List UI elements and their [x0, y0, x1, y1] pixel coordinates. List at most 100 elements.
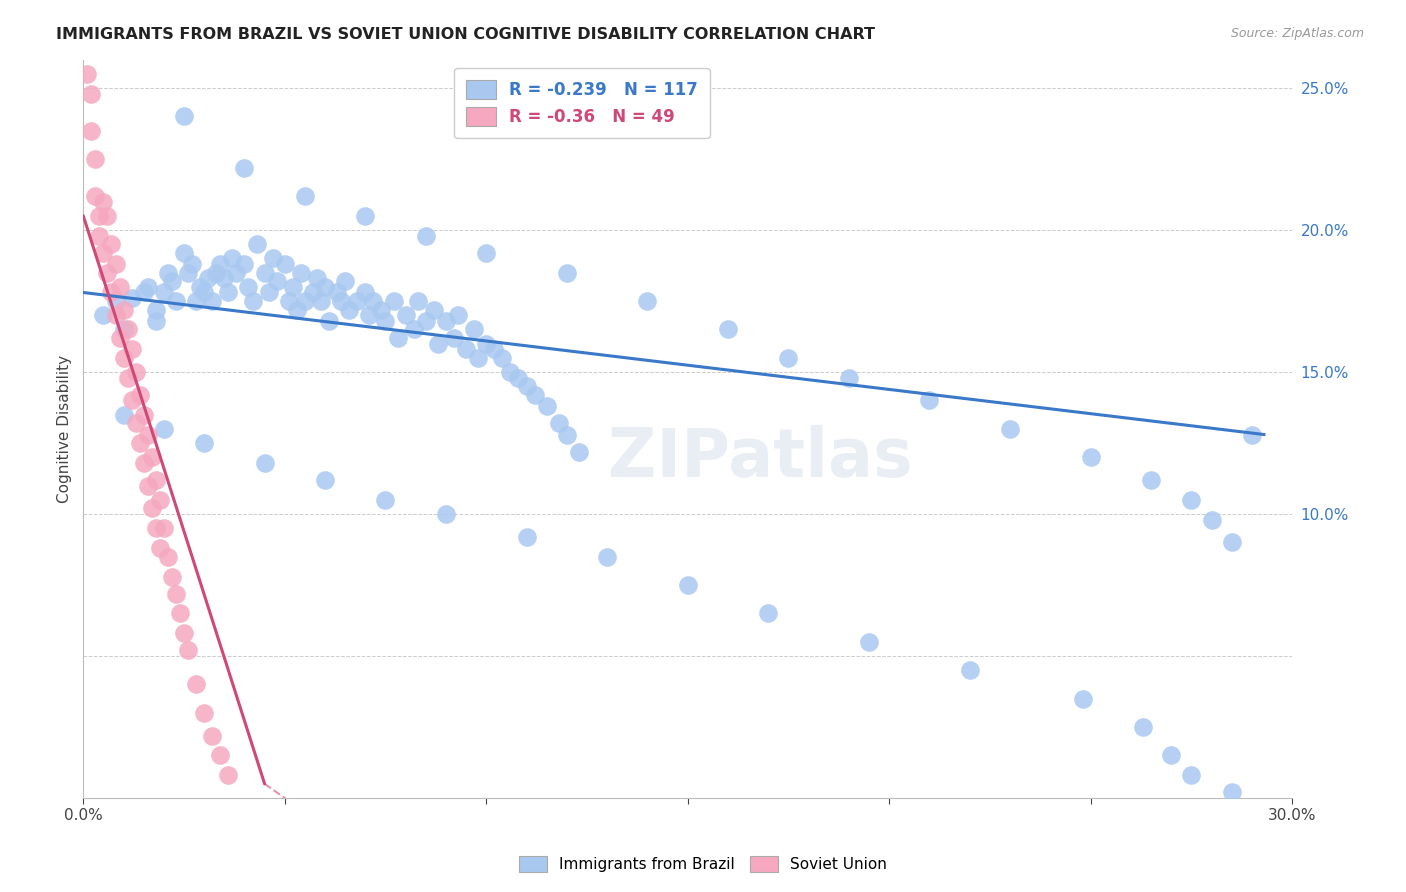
Point: [112, 408, 135, 422]
Point: [515, 379, 537, 393]
Point: [402, 322, 425, 336]
Point: [354, 209, 377, 223]
Point: [193, 706, 215, 720]
Point: [1080, 450, 1102, 465]
Point: [201, 293, 224, 308]
Point: [281, 280, 304, 294]
Point: [309, 293, 332, 308]
Point: [169, 607, 191, 621]
Point: [156, 266, 179, 280]
Point: [1220, 785, 1243, 799]
Point: [314, 280, 336, 294]
Point: [245, 237, 267, 252]
Point: [1180, 768, 1202, 782]
Point: [959, 663, 981, 677]
Text: Source: ZipAtlas.com: Source: ZipAtlas.com: [1230, 27, 1364, 40]
Point: [266, 274, 288, 288]
Point: [354, 285, 377, 300]
Point: [225, 266, 247, 280]
Point: [395, 308, 418, 322]
Point: [363, 293, 385, 308]
Point: [636, 293, 658, 308]
Point: [100, 237, 122, 252]
Point: [136, 478, 159, 492]
Point: [76, 67, 98, 81]
Point: [217, 768, 239, 782]
Point: [1220, 535, 1243, 549]
Point: [108, 331, 131, 345]
Point: [499, 365, 522, 379]
Point: [290, 266, 312, 280]
Point: [141, 450, 163, 465]
Point: [112, 302, 135, 317]
Point: [447, 308, 470, 322]
Legend: R = -0.239   N = 117, R = -0.36   N = 49: R = -0.239 N = 117, R = -0.36 N = 49: [454, 68, 710, 138]
Point: [108, 280, 131, 294]
Point: [305, 271, 328, 285]
Point: [382, 293, 405, 308]
Point: [121, 393, 143, 408]
Point: [197, 271, 219, 285]
Point: [434, 314, 457, 328]
Point: [1240, 427, 1263, 442]
Point: [423, 302, 446, 317]
Point: [330, 293, 353, 308]
Point: [104, 293, 127, 308]
Point: [274, 257, 297, 271]
Point: [145, 473, 167, 487]
Point: [1160, 748, 1182, 763]
Point: [918, 393, 941, 408]
Point: [233, 161, 256, 175]
Point: [294, 189, 316, 203]
Point: [217, 285, 239, 300]
Point: [104, 308, 127, 322]
Point: [374, 492, 396, 507]
Point: [209, 748, 232, 763]
Point: [112, 322, 135, 336]
Point: [359, 308, 381, 322]
Point: [838, 370, 860, 384]
Point: [181, 257, 204, 271]
Point: [124, 416, 146, 430]
Point: [153, 422, 176, 436]
Point: [165, 293, 187, 308]
Point: [374, 314, 396, 328]
Point: [515, 530, 537, 544]
Point: [523, 388, 546, 402]
Point: [93, 245, 115, 260]
Point: [121, 343, 143, 357]
Point: [596, 549, 619, 564]
Point: [508, 370, 530, 384]
Point: [555, 427, 578, 442]
Text: ZIPatlas: ZIPatlas: [607, 425, 912, 491]
Point: [262, 252, 284, 266]
Point: [277, 293, 299, 308]
Point: [475, 336, 498, 351]
Point: [257, 285, 280, 300]
Point: [998, 422, 1021, 436]
Point: [387, 331, 409, 345]
Point: [184, 677, 207, 691]
Point: [463, 322, 485, 336]
Point: [165, 586, 187, 600]
Point: [238, 280, 260, 294]
Point: [124, 365, 146, 379]
Point: [242, 293, 264, 308]
Point: [415, 314, 437, 328]
Point: [93, 308, 115, 322]
Point: [128, 388, 150, 402]
Point: [778, 351, 800, 365]
Point: [326, 285, 349, 300]
Point: [406, 293, 429, 308]
Point: [160, 274, 183, 288]
Point: [426, 336, 449, 351]
Point: [136, 427, 159, 442]
Point: [145, 314, 167, 328]
Point: [314, 473, 336, 487]
Point: [547, 416, 569, 430]
Point: [467, 351, 489, 365]
Point: [209, 257, 232, 271]
Legend: Immigrants from Brazil, Soviet Union: Immigrants from Brazil, Soviet Union: [512, 848, 894, 880]
Point: [96, 209, 118, 223]
Point: [1201, 513, 1223, 527]
